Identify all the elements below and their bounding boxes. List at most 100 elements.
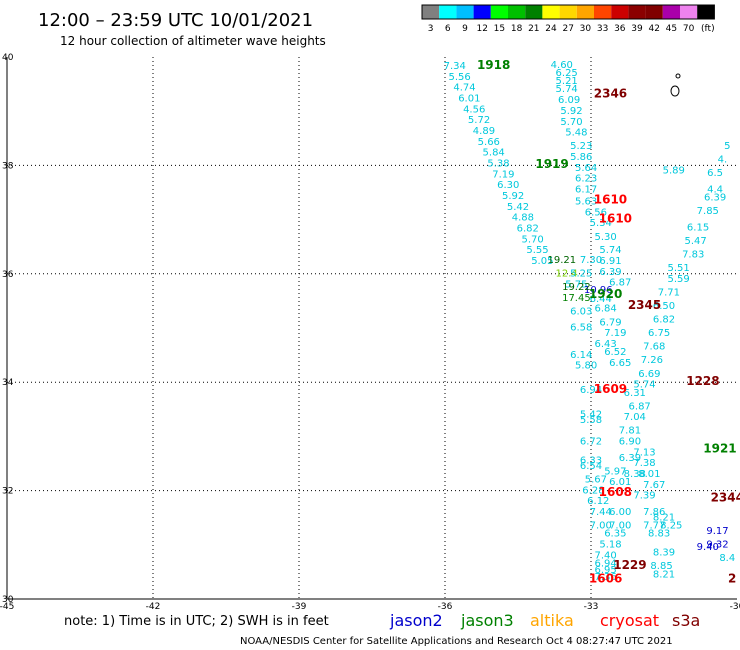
swh-value-label: 5.86 bbox=[570, 152, 592, 163]
swh-value-label: 19.21 bbox=[547, 255, 576, 266]
y-tick-label: 34 bbox=[2, 378, 14, 388]
legend-swatch bbox=[697, 5, 715, 19]
swh-value-label: 5.47 bbox=[685, 236, 707, 247]
legend-label: 30 bbox=[580, 24, 592, 34]
swh-value-label: 6.56 bbox=[585, 207, 607, 218]
swh-value-label: 6.69 bbox=[638, 369, 660, 380]
swh-value-label: 6.5 bbox=[707, 168, 723, 179]
swh-value-label: 6.30 bbox=[497, 180, 519, 191]
swh-value-label: 6.90 bbox=[619, 437, 641, 448]
legend-swatch bbox=[645, 5, 663, 19]
swh-value-label: 5.48 bbox=[565, 128, 587, 139]
swh-value-label: 6.54 bbox=[580, 461, 602, 472]
x-tick-label: -36 bbox=[438, 602, 453, 612]
legend-label: 6 bbox=[445, 24, 451, 34]
swh-value-label: 4.60 bbox=[551, 60, 573, 71]
swh-value-label: 6.50 bbox=[653, 301, 675, 312]
swh-value-label: 7.30 bbox=[580, 255, 602, 266]
satellite-name-altika: altika bbox=[530, 611, 574, 630]
swh-value-label: 4.56 bbox=[463, 104, 485, 115]
swh-value-label: 7.40 bbox=[594, 550, 616, 561]
x-tick-label: -42 bbox=[146, 602, 161, 612]
swh-value-label: 6.01 bbox=[609, 477, 631, 488]
y-tick-label: 32 bbox=[2, 487, 13, 497]
swh-value-label: 17.45 bbox=[562, 293, 591, 304]
swh-value-label: 7.39 bbox=[633, 491, 655, 502]
swh-value-label: 5.34 bbox=[590, 218, 612, 229]
swh-value-label: 6.00 bbox=[609, 507, 631, 518]
legend-swatch bbox=[542, 5, 560, 19]
swh-value-label: 5.66 bbox=[478, 137, 500, 148]
pass-time-label: 1921 bbox=[703, 442, 736, 456]
swh-value-label: 8.01 bbox=[638, 469, 660, 480]
swh-value-label: 7.34 bbox=[444, 61, 466, 72]
swh-value-label: 5.25 bbox=[570, 269, 592, 280]
swh-value-label: 5.74 bbox=[556, 84, 578, 95]
legend-swatch bbox=[508, 5, 526, 19]
x-tick-label: -33 bbox=[584, 602, 599, 612]
plot-area: -45-42-39-36-33-304038363432307.345.564.… bbox=[0, 53, 740, 612]
swh-value-label: 6.23 bbox=[575, 174, 597, 185]
swh-value-label: 6.31 bbox=[624, 388, 646, 399]
swh-value-label: 5 bbox=[724, 141, 730, 152]
swh-value-label: 7.83 bbox=[682, 250, 704, 261]
swh-value-label: 6.95 bbox=[594, 565, 616, 576]
swh-value-label: 5.74 bbox=[599, 245, 621, 256]
legend-label: 9 bbox=[462, 24, 468, 34]
swh-value-label: 6.14 bbox=[570, 350, 592, 361]
swh-value-label: 7.04 bbox=[624, 412, 646, 423]
swh-value-label: 6.39 bbox=[619, 453, 641, 464]
chart-subtitle: 12 hour collection of altimeter wave hei… bbox=[60, 34, 326, 48]
swh-value-label: 5.55 bbox=[526, 245, 548, 256]
swh-value-label: 5.67 bbox=[585, 474, 607, 485]
swh-value-label: 7.86 bbox=[643, 507, 665, 518]
legend-swatch bbox=[628, 5, 646, 19]
swh-value-label: 8.85 bbox=[650, 561, 672, 572]
legend-frame bbox=[421, 4, 715, 20]
swh-value-label: 6.82 bbox=[653, 315, 675, 326]
swh-value-label: 6.35 bbox=[604, 529, 626, 540]
swh-value-label: 6.87 bbox=[629, 401, 651, 412]
legend-label: 39 bbox=[631, 24, 643, 34]
x-tick-label: -45 bbox=[0, 602, 14, 612]
swh-value-label: 5.97 bbox=[604, 466, 626, 477]
swh-value-label: 6.39 bbox=[599, 267, 621, 278]
swh-value-label: 5.75 bbox=[565, 279, 587, 290]
swh-value-label: 6.58 bbox=[570, 323, 592, 334]
swh-value-label: 8.83 bbox=[648, 529, 670, 540]
legend-swatch bbox=[576, 5, 594, 19]
legend-label: 33 bbox=[597, 24, 608, 34]
legend-label: 18 bbox=[511, 24, 523, 34]
swh-value-label: 4.89 bbox=[473, 126, 495, 137]
legend-label: 24 bbox=[545, 24, 557, 34]
swh-value-label: 5.72 bbox=[468, 115, 490, 126]
pass-time-label: 1229 bbox=[613, 558, 646, 572]
swh-value-label: 7.81 bbox=[619, 426, 641, 437]
swh-value-label: 5.56 bbox=[448, 72, 470, 83]
pass-time-label: 1610 bbox=[599, 211, 632, 225]
satellite-name-cryosat: cryosat bbox=[600, 611, 659, 630]
swh-value-label: 6.39 bbox=[704, 193, 726, 204]
x-tick-label: -39 bbox=[292, 602, 307, 612]
swh-value-label: 7.71 bbox=[658, 287, 680, 298]
swh-value-label: 7.13 bbox=[633, 447, 655, 458]
legend-swatch bbox=[525, 5, 543, 19]
swh-value-label: 7.38 bbox=[633, 458, 655, 469]
swh-value-label: 5.51 bbox=[667, 263, 689, 274]
swh-value-label: 6.43 bbox=[594, 339, 616, 350]
swh-value-label: 6.82 bbox=[517, 224, 539, 235]
pass-time-label: 1919 bbox=[535, 157, 568, 171]
legend-swatch bbox=[456, 5, 474, 19]
swh-value-label: 5.64 bbox=[575, 163, 597, 174]
pass-time-label: 2345 bbox=[628, 298, 661, 312]
pass-time-label: 1918 bbox=[477, 58, 510, 72]
swh-value-label: 5.59 bbox=[667, 274, 689, 285]
swh-value-label: 6.94 bbox=[580, 385, 602, 396]
swh-value-label: 8.38 bbox=[624, 469, 646, 480]
swh-value-label: 5.84 bbox=[483, 148, 505, 159]
swh-value-label: 6.91 bbox=[599, 256, 621, 267]
satellite-name-s3a: s3a bbox=[672, 611, 700, 630]
swh-value-label: 6.84 bbox=[594, 304, 616, 315]
swh-value-label: 7.00 bbox=[590, 521, 612, 532]
